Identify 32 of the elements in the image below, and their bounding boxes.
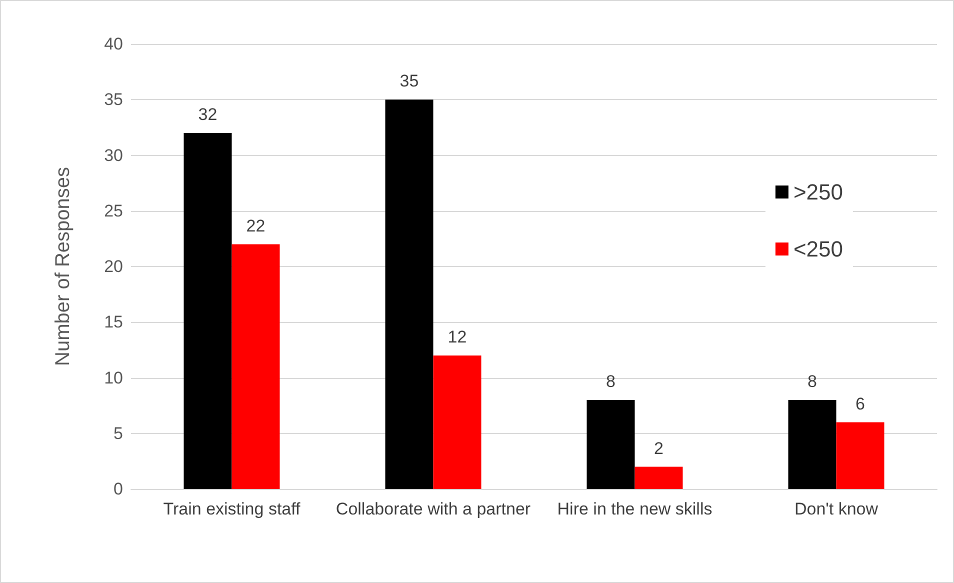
data-label: 8 (606, 372, 616, 391)
x-tick-label: Don't know (794, 500, 879, 518)
legend-label: >250 (793, 180, 844, 204)
data-label: 8 (808, 372, 817, 391)
y-axis-title: Number of Responses (52, 167, 74, 366)
y-tick-label: 15 (104, 312, 123, 332)
data-label: 12 (448, 328, 467, 346)
x-tick-label: Train existing staff (163, 500, 301, 518)
y-tick-label: 10 (104, 368, 123, 388)
bar (385, 100, 434, 489)
bar (184, 133, 232, 489)
bar (586, 400, 635, 489)
data-label: 2 (654, 438, 664, 458)
y-tick-label: 40 (104, 34, 123, 54)
y-tick-label: 35 (104, 90, 123, 110)
data-label: 6 (856, 394, 865, 414)
bar (433, 356, 482, 489)
x-tick-label: Hire in the new skills (557, 500, 712, 518)
data-label: 22 (246, 216, 266, 236)
y-tick-label: 20 (104, 257, 123, 276)
bar (836, 422, 884, 489)
y-tick-label: 0 (114, 480, 123, 498)
x-tick-label: Collaborate with a partner (336, 500, 531, 518)
bar (788, 400, 836, 489)
y-tick-label: 5 (114, 424, 123, 443)
data-label: 35 (400, 72, 419, 91)
y-tick-label: 25 (104, 201, 123, 220)
bar (634, 466, 683, 489)
y-tick-label: 30 (104, 146, 123, 165)
legend-label: <250 (793, 236, 844, 262)
bar (232, 244, 280, 489)
data-label: 32 (198, 105, 218, 124)
